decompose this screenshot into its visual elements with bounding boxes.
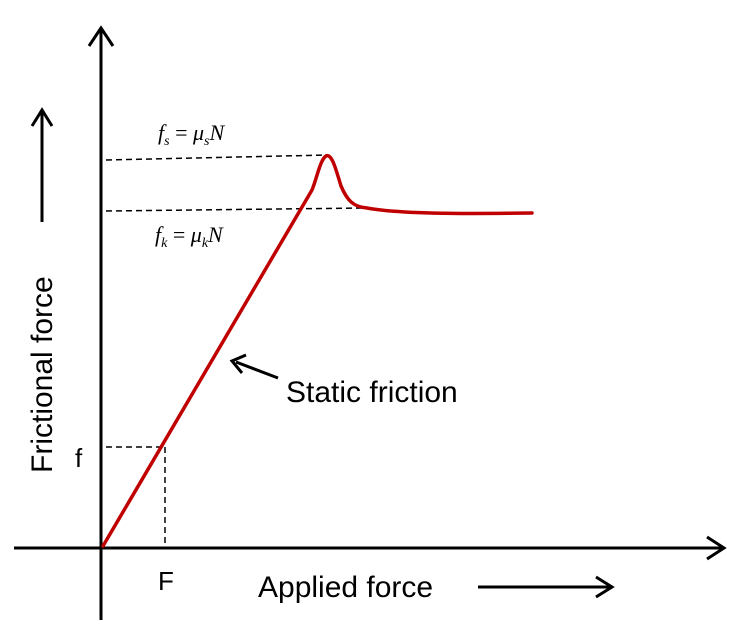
static-friction-label: Static friction xyxy=(286,376,458,409)
friction-curve xyxy=(101,154,534,548)
y-label-arrowhead-icon xyxy=(30,107,54,127)
fs-equation: fs = μsN xyxy=(158,120,226,149)
x-axis-label: Applied force xyxy=(258,571,433,604)
fs-dashed-guide xyxy=(105,154,328,161)
fk-equation: fk = μkN xyxy=(155,222,224,251)
F-tick-label: F xyxy=(158,566,174,596)
x-axis-arrowhead-icon xyxy=(706,535,727,561)
y-axis-label: Frictional force xyxy=(26,276,59,473)
f-tick-label: f xyxy=(75,443,83,473)
fk-dashed-guide xyxy=(105,207,366,212)
y-axis-arrowhead-icon xyxy=(87,25,115,47)
x-label-arrowhead-icon xyxy=(595,575,615,599)
static-friction-pointer-arrow xyxy=(235,360,279,380)
pointer-arrowhead-icon xyxy=(229,353,247,374)
